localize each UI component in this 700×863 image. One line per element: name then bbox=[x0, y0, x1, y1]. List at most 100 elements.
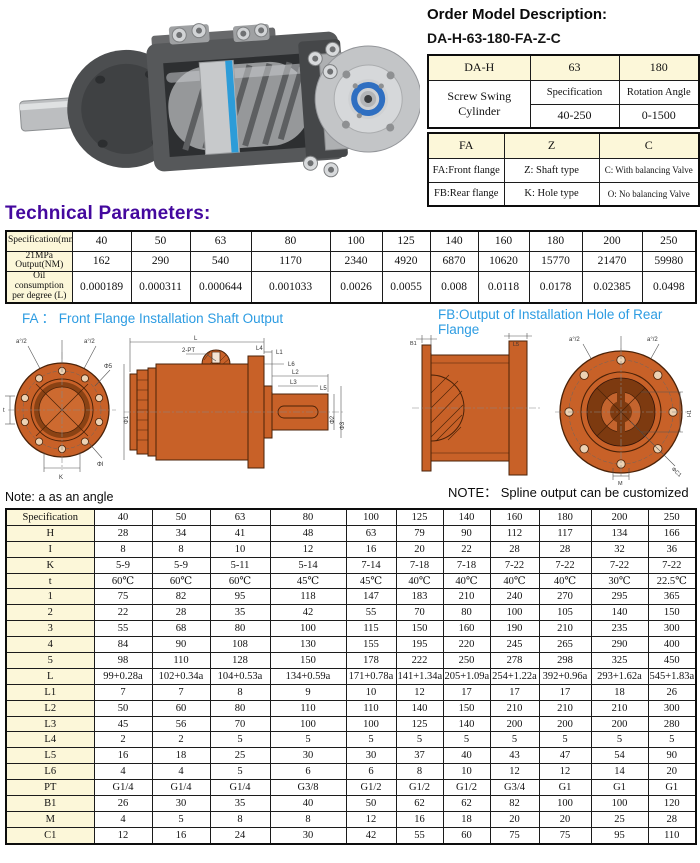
dim-label: H1 bbox=[687, 410, 693, 417]
value-cell: 40 bbox=[442, 747, 491, 765]
value-cell: 42 bbox=[345, 826, 397, 845]
value-cell: 18 bbox=[151, 747, 211, 765]
dim-label: t bbox=[3, 408, 5, 414]
value-cell: 17 bbox=[442, 683, 491, 701]
row-label-cell: L6 bbox=[5, 763, 95, 781]
value-cell: 50 bbox=[93, 699, 153, 717]
value-cell: 70 bbox=[209, 715, 271, 733]
value-cell: 55 bbox=[345, 604, 397, 622]
dim-label: ΦI bbox=[97, 462, 104, 468]
value-cell: G1/4 bbox=[93, 779, 153, 797]
value-cell: 6870 bbox=[429, 250, 479, 273]
value-cell: 160 bbox=[477, 230, 530, 252]
value-cell: 4920 bbox=[381, 250, 431, 273]
row-label-cell: C1 bbox=[5, 826, 95, 845]
value-cell: 540 bbox=[189, 250, 252, 273]
value-cell: 8 bbox=[93, 540, 153, 558]
value-cell: 95 bbox=[590, 826, 649, 845]
dim-label: L3 bbox=[290, 380, 297, 386]
table-row: H 28 34 41 48 63 79 90 112 117 134 166 bbox=[5, 524, 697, 542]
value-cell: 22 bbox=[93, 604, 153, 622]
value-cell: 41 bbox=[209, 524, 271, 542]
row-label-cell: PT bbox=[5, 779, 95, 797]
value-cell: 120 bbox=[647, 795, 697, 812]
value-cell: 4 bbox=[151, 763, 211, 781]
value-cell: 200 bbox=[538, 715, 592, 733]
table-row: M 4 5 8 8 12 16 18 20 20 25 28 bbox=[5, 810, 697, 828]
value-cell: 365 bbox=[647, 588, 697, 606]
value-cell: 62 bbox=[395, 795, 444, 812]
value-cell: 60 bbox=[442, 826, 491, 845]
value-cell: 210 bbox=[538, 699, 592, 717]
product-photo bbox=[19, 23, 420, 178]
order-model-block: Order Model Description: DA-H-63-180-FA-… bbox=[427, 6, 700, 207]
value-cell: 50 bbox=[151, 508, 211, 526]
value-cell: G1 bbox=[590, 779, 649, 797]
value-cell: 30℃ bbox=[590, 572, 649, 590]
value-cell: 59980 bbox=[641, 250, 697, 273]
value-cell: 40℃ bbox=[395, 572, 444, 590]
value-cell: 183 bbox=[395, 588, 444, 606]
value-cell: 280 bbox=[647, 715, 697, 733]
value-cell: 140 bbox=[442, 715, 491, 733]
dim-label: M bbox=[618, 481, 623, 486]
order-option-table: FA Z C FA:Front flange Z: Shaft type C: … bbox=[427, 132, 700, 207]
table-row: Specification 40 50 63 80 100 125 140 160 180 200 2… bbox=[5, 508, 697, 526]
value-cell: 16 bbox=[93, 747, 153, 765]
value-cell: 100 bbox=[345, 715, 397, 733]
value-cell: 5 bbox=[209, 763, 271, 781]
row-label-cell: 5 bbox=[5, 652, 95, 669]
value-cell: 115 bbox=[345, 620, 397, 638]
value-cell: 0.000644 bbox=[189, 271, 252, 304]
spec-value-cell: 40-250 bbox=[529, 103, 620, 129]
value-cell: 250 bbox=[442, 652, 491, 669]
value-cell: 110 bbox=[345, 699, 397, 717]
value-cell: 125 bbox=[395, 508, 444, 526]
value-cell: 34 bbox=[151, 524, 211, 542]
value-cell: 90 bbox=[442, 524, 491, 542]
value-cell: 7-22 bbox=[489, 556, 540, 574]
value-cell: 12 bbox=[345, 810, 397, 828]
value-cell: 298 bbox=[538, 652, 592, 669]
dim-label: 2-PT bbox=[182, 348, 195, 354]
value-cell: G3/8 bbox=[269, 779, 347, 797]
value-cell: 16 bbox=[345, 540, 397, 558]
value-cell: 5 bbox=[590, 731, 649, 749]
table-row: L4 2 2 5 5 5 5 5 5 5 5 5 bbox=[5, 731, 697, 749]
table-row: I 8 8 10 12 16 20 22 28 28 32 36 bbox=[5, 540, 697, 558]
value-cell: 190 bbox=[489, 620, 540, 638]
value-cell: 10 bbox=[209, 540, 271, 558]
tech-params-table: Specification(mm)40506380100125140160180… bbox=[5, 230, 697, 305]
value-cell: 16 bbox=[395, 810, 444, 828]
value-cell: G1 bbox=[538, 779, 592, 797]
value-cell: 104+0.53a bbox=[209, 667, 271, 685]
value-cell: 150 bbox=[269, 652, 347, 669]
value-cell: 80 bbox=[209, 699, 271, 717]
value-cell: 12 bbox=[538, 763, 592, 781]
value-cell: 45℃ bbox=[269, 572, 347, 590]
value-cell: 25 bbox=[590, 810, 649, 828]
value-cell: 162 bbox=[71, 250, 132, 273]
value-cell: 7-22 bbox=[538, 556, 592, 574]
value-cell: 12 bbox=[269, 540, 347, 558]
code-cell: DA-H bbox=[427, 54, 531, 81]
table-row: L 99+0.28a 102+0.34a 104+0.53a 134+0.59a 171+… bbox=[5, 667, 697, 685]
value-cell: 160 bbox=[489, 508, 540, 526]
value-cell: 250 bbox=[647, 508, 697, 526]
value-cell: 0.02385 bbox=[581, 271, 643, 304]
value-cell: 210 bbox=[590, 699, 649, 717]
value-cell: 265 bbox=[538, 636, 592, 654]
value-cell: 8 bbox=[151, 540, 211, 558]
row-label-cell: H bbox=[5, 524, 95, 542]
value-cell: G1/2 bbox=[395, 779, 444, 797]
value-cell: 300 bbox=[647, 699, 697, 717]
value-cell: 24 bbox=[209, 826, 271, 845]
row-label-cell: L2 bbox=[5, 699, 95, 717]
value-cell: 5 bbox=[269, 731, 347, 749]
value-cell: 4 bbox=[93, 810, 153, 828]
row-label-cell: t bbox=[5, 572, 95, 590]
value-cell: 141+1.34a bbox=[395, 667, 444, 685]
value-cell: 5 bbox=[395, 731, 444, 749]
value-cell: 293+1.62a bbox=[590, 667, 649, 685]
value-cell: 5 bbox=[538, 731, 592, 749]
